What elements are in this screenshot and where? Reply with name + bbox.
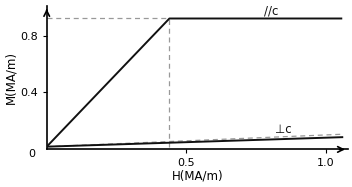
Text: 0: 0 (29, 149, 36, 159)
X-axis label: H(MA/m): H(MA/m) (171, 170, 223, 183)
Text: //c: //c (264, 4, 278, 17)
Text: ⊥c: ⊥c (275, 123, 292, 136)
Y-axis label: M(MA/m): M(MA/m) (4, 51, 17, 104)
